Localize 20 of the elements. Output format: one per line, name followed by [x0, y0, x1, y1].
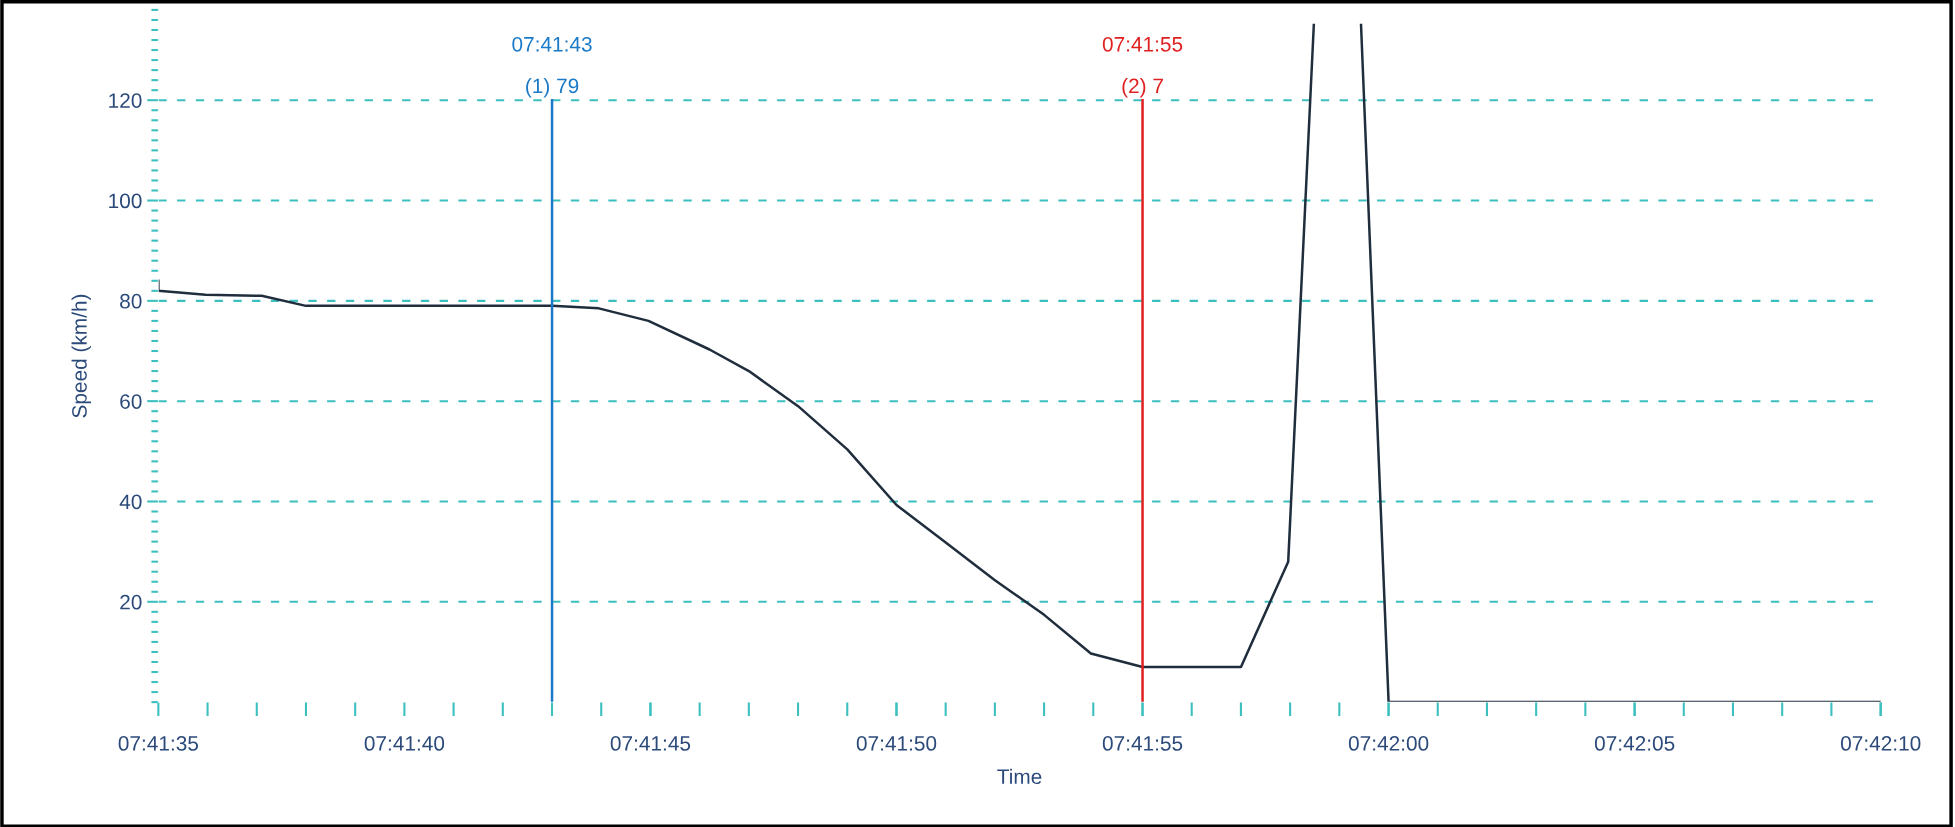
x-axis-title: Time [997, 768, 1042, 785]
y-tick-label: 40 [119, 494, 142, 510]
x-tick-label: 07:42:10 [1840, 736, 1921, 751]
y-axis-title: Speed (km/h) [71, 294, 91, 418]
x-tick-label: 07:42:05 [1594, 736, 1675, 751]
y-tick-label: 60 [120, 394, 142, 409]
x-tick-label: 07:41:50 [856, 736, 937, 751]
x-tick-label: 07:42:00 [1348, 736, 1429, 751]
annotation: 07:41:55 [1102, 36, 1183, 52]
annotation: (1) 79 [526, 78, 579, 98]
x-tick-label: 07:41:40 [364, 736, 445, 751]
y-tick-label: 20 [120, 594, 142, 610]
x-tick-label: 07:41:55 [1102, 736, 1183, 751]
y-tick-label: 80 [120, 293, 142, 309]
y-tick-label: 100 [109, 193, 142, 209]
x-tick-label: 07:41:45 [610, 736, 691, 751]
annotation: (2) 7 [1122, 78, 1163, 98]
y-tick-label: 120 [109, 93, 142, 108]
annotation: 07:41:43 [512, 36, 592, 52]
x-tick-label: 07:41:35 [118, 736, 199, 751]
